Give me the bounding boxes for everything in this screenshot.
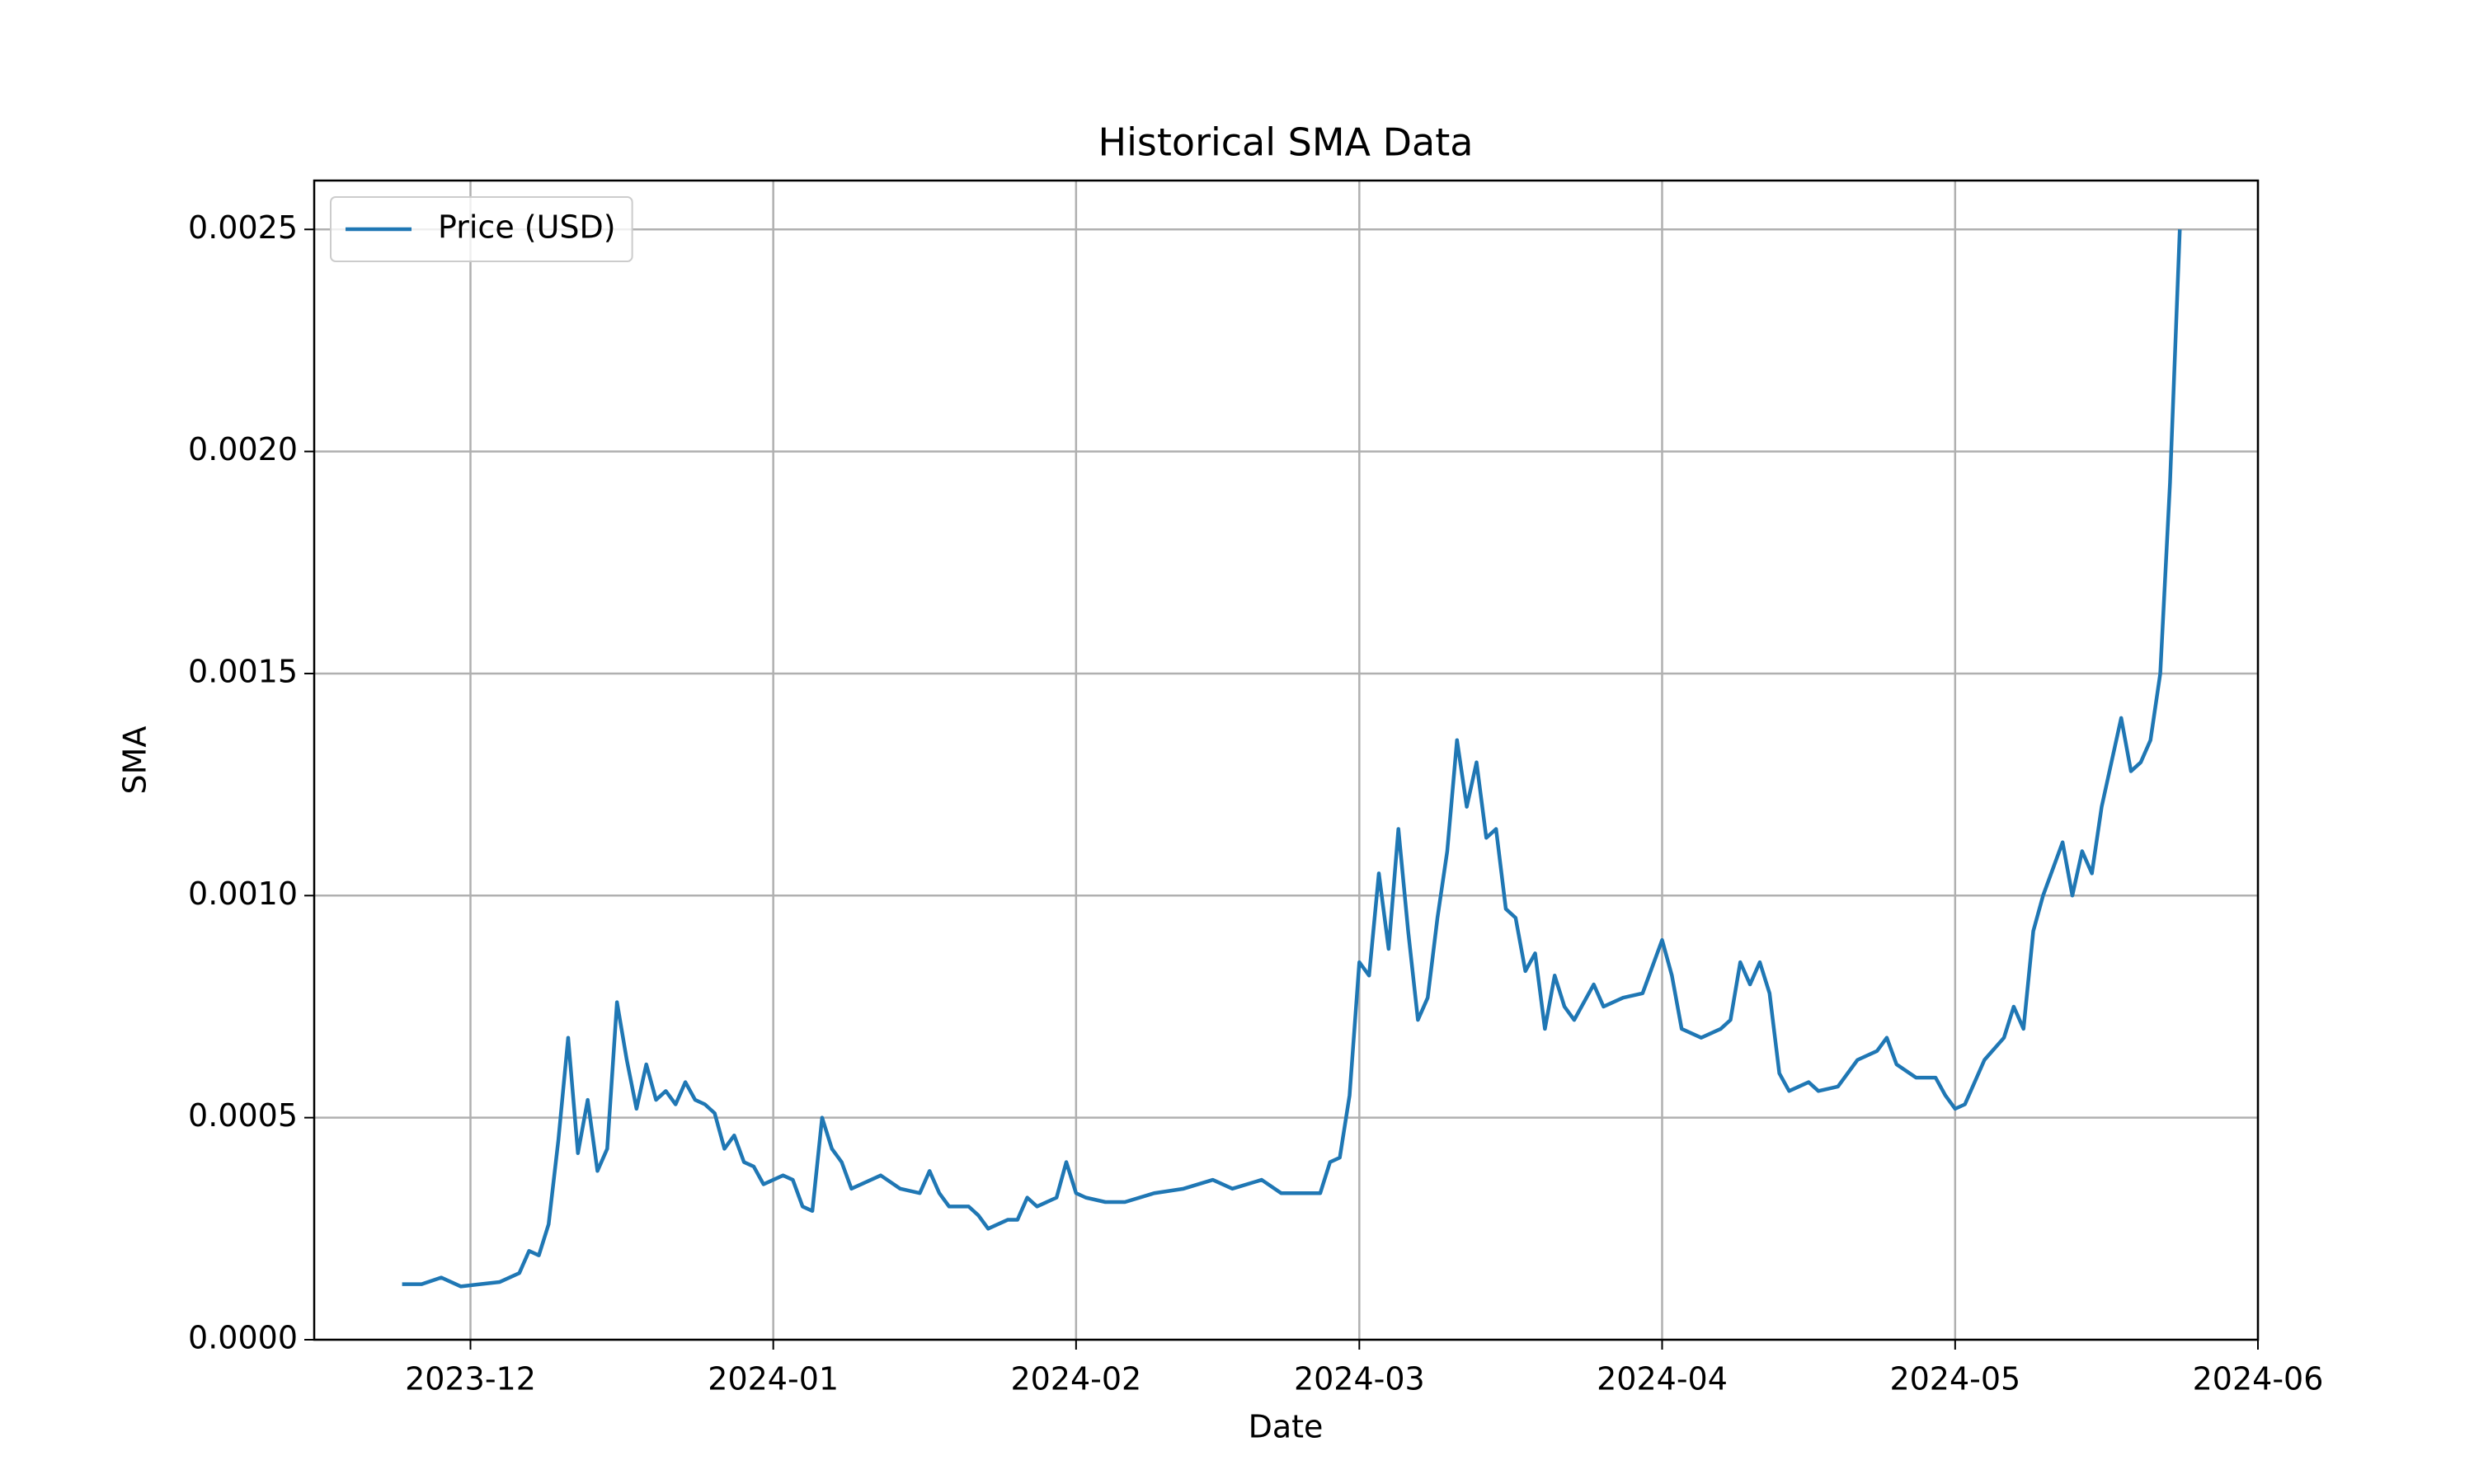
y-tick-label: 0.0015 bbox=[188, 653, 298, 689]
x-tick-label: 2024-02 bbox=[1010, 1361, 1141, 1397]
legend-box bbox=[330, 196, 633, 262]
x-tick-label: 2024-03 bbox=[1294, 1361, 1425, 1397]
y-tick-label: 0.0025 bbox=[188, 209, 298, 246]
plot-frame bbox=[313, 179, 2260, 1341]
y-tick-label: 0.0010 bbox=[188, 876, 298, 912]
y-axis-label: SMA bbox=[117, 726, 153, 795]
y-tick-label: 0.0020 bbox=[188, 431, 298, 467]
y-tick-label: 0.0000 bbox=[188, 1320, 298, 1356]
chart-title: Historical SMA Data bbox=[1098, 120, 1474, 165]
x-tick-label: 2023-12 bbox=[405, 1361, 536, 1397]
x-axis-label: Date bbox=[1249, 1409, 1324, 1445]
x-tick-label: 2024-01 bbox=[708, 1361, 839, 1397]
x-tick-label: 2024-06 bbox=[2193, 1361, 2324, 1397]
y-tick-label: 0.0005 bbox=[188, 1097, 298, 1134]
x-tick-label: 2024-04 bbox=[1597, 1361, 1728, 1397]
data-line bbox=[402, 229, 2182, 1289]
legend-label: Price (USD) bbox=[438, 209, 616, 246]
x-tick-label: 2024-05 bbox=[1889, 1361, 2020, 1397]
